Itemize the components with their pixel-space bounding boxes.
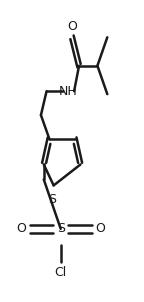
Text: Cl: Cl bbox=[55, 266, 67, 279]
Text: S: S bbox=[48, 193, 56, 206]
Text: NH: NH bbox=[58, 85, 77, 98]
Text: S: S bbox=[57, 222, 65, 235]
Text: O: O bbox=[16, 222, 26, 235]
Text: O: O bbox=[95, 222, 105, 235]
Text: O: O bbox=[67, 20, 77, 33]
